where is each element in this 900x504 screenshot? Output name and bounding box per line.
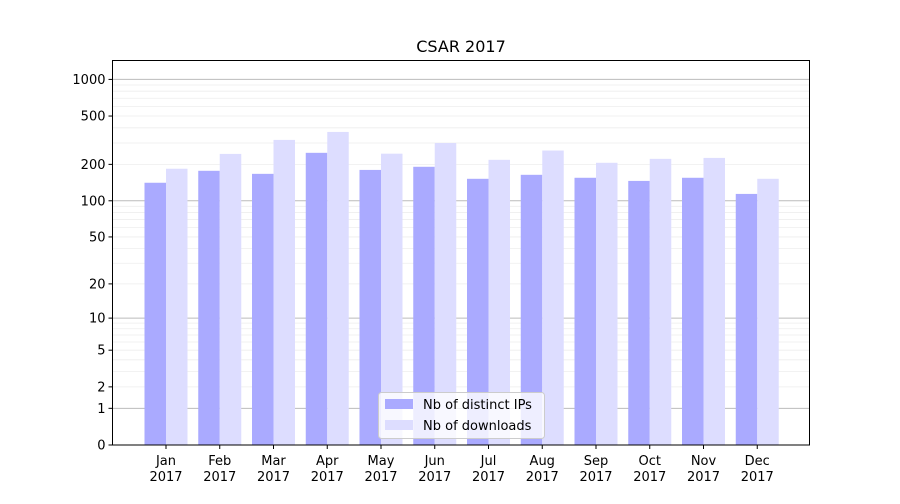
- x-tick-label: Feb 2017: [203, 454, 236, 485]
- x-tick-label: Mar 2017: [257, 454, 290, 485]
- y-tick-label: 500: [81, 110, 106, 125]
- legend-label-ips: Nb of distinct IPs: [423, 398, 532, 413]
- x-tick-label: Jan 2017: [149, 454, 182, 485]
- x-axis: Jan 2017 Feb 2017 Mar 2017 Apr 2017 May 2017 Jun 20…: [149, 445, 774, 485]
- y-axis: 0 1 2 5 10 20 50 100 200 500 1000: [72, 73, 113, 454]
- y-tick-label: 10: [89, 312, 106, 327]
- bar-ips-4: [359, 169, 381, 446]
- x-tick-label: Dec 2017: [741, 454, 774, 485]
- bar-downloads-5: [434, 142, 457, 445]
- bar-downloads-4: [381, 153, 403, 445]
- y-tick-label: 50: [89, 230, 106, 245]
- bar-downloads-9: [649, 158, 672, 445]
- bar-ips-5: [413, 166, 435, 445]
- bar-downloads-11: [757, 178, 779, 445]
- y-tick-label: 20: [89, 277, 106, 292]
- x-tick-label: Aug 2017: [526, 454, 559, 485]
- x-tick-label: Apr 2017: [311, 454, 344, 485]
- bar-ips-7: [520, 174, 543, 445]
- x-tick-label: May 2017: [364, 454, 397, 485]
- bar-ips-6: [467, 178, 489, 445]
- bar-ips-11: [735, 193, 758, 445]
- bar-ips-10: [682, 177, 704, 446]
- x-tick-label: Sep 2017: [579, 454, 612, 485]
- bar-downloads-1: [219, 153, 242, 445]
- bar-downloads-10: [703, 157, 725, 446]
- y-tick-label: 1000: [72, 73, 105, 88]
- bar-downloads-6: [488, 159, 510, 446]
- bar-ips-8: [574, 177, 596, 446]
- x-tick-label: Jun 2017: [418, 454, 451, 485]
- legend-swatch-ips: [385, 399, 413, 409]
- bars: [144, 131, 779, 446]
- y-tick-label: 100: [81, 194, 106, 209]
- bar-downloads-8: [596, 162, 618, 445]
- legend: Nb of distinct IPs Nb of downloads: [378, 392, 545, 439]
- plot-frame: [112, 60, 810, 446]
- y-tick-label: 200: [81, 158, 106, 173]
- legend-label-downloads: Nb of downloads: [423, 419, 532, 434]
- bar-ips-3: [305, 152, 328, 445]
- y-tick-label: 1: [97, 402, 105, 417]
- chart-title: CSAR 2017: [416, 37, 506, 56]
- y-tick-label: 5: [97, 344, 105, 359]
- bar-downloads-7: [542, 150, 564, 445]
- bar-ips-9: [628, 180, 650, 445]
- x-tick-label: Oct 2017: [633, 454, 666, 485]
- y-tick-label: 2: [97, 380, 105, 395]
- bar-downloads-2: [273, 139, 295, 446]
- bar-ips-0: [144, 182, 166, 446]
- legend-swatch-downloads: [385, 420, 413, 430]
- bar-ips-2: [252, 173, 274, 445]
- bar-downloads-0: [166, 168, 188, 445]
- x-tick-label: Jul 2017: [472, 454, 505, 485]
- y-tick-label: 0: [97, 439, 105, 454]
- x-tick-label: Nov 2017: [687, 454, 720, 485]
- bar-downloads-3: [327, 131, 349, 445]
- bar-ips-1: [198, 170, 220, 445]
